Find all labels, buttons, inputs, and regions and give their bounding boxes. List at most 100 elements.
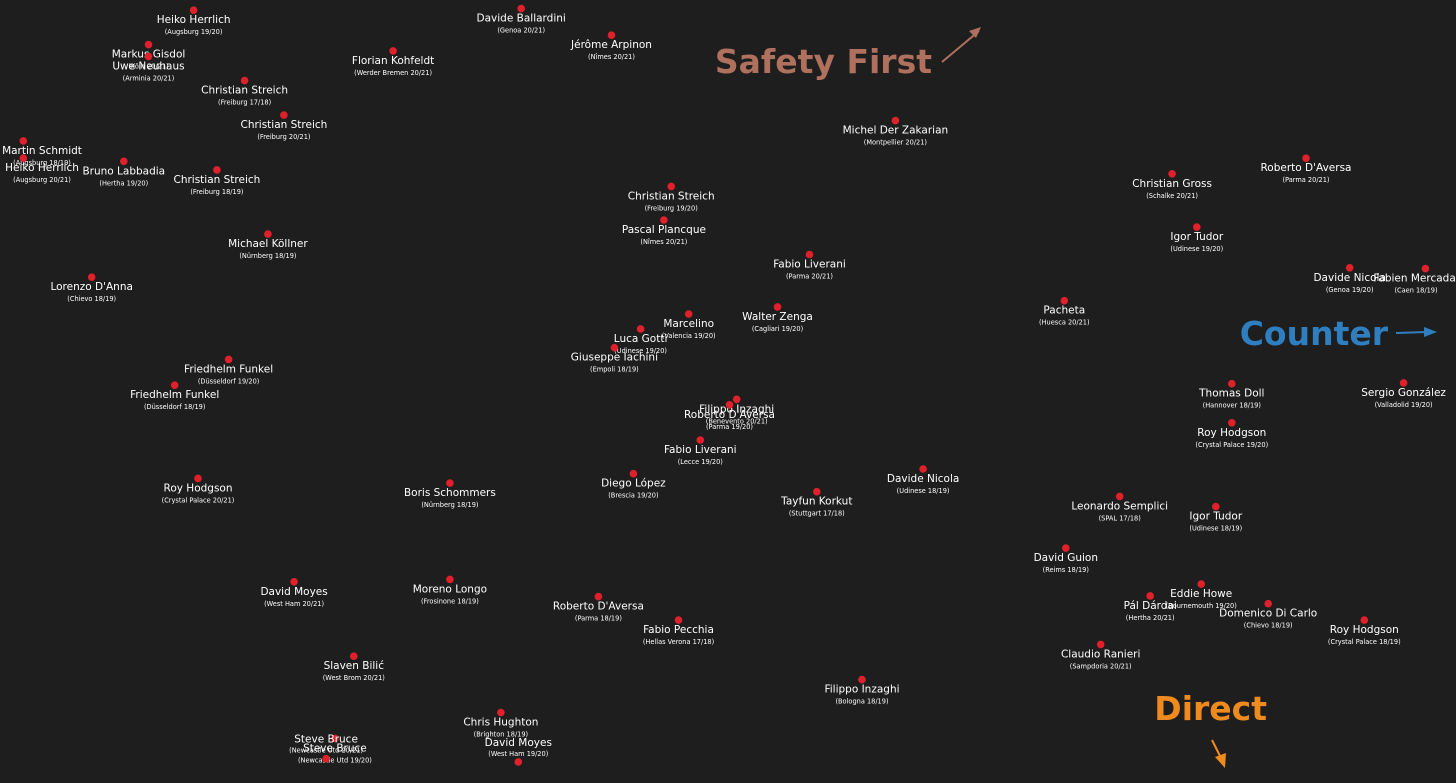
data-point	[87, 273, 96, 282]
club-season-label: (Köln 20/21)	[128, 63, 168, 71]
club-season-label: (Valladolid 19/20)	[1375, 401, 1433, 409]
coach-name-label: Lorenzo D'Anna	[50, 281, 132, 293]
direct-label: Direct	[1154, 689, 1267, 728]
data-point	[1168, 170, 1176, 178]
data-point-group: Fabio Liverani (Parma 20/21)	[773, 250, 846, 281]
direct-annotation: Direct	[1154, 689, 1267, 768]
data-point	[446, 479, 454, 487]
data-point	[1228, 419, 1236, 427]
data-point	[264, 230, 272, 238]
data-point-group: Moreno Longo (Frosinone 18/19)	[413, 575, 487, 605]
coach-name-label: Chris Hughton	[463, 717, 538, 729]
coach-name-label: Tayfun Korkut	[780, 496, 852, 508]
club-season-label: (Nürnberg 18/19)	[421, 501, 478, 509]
data-point	[497, 708, 505, 717]
data-point	[919, 465, 927, 473]
data-point	[610, 343, 619, 352]
data-point-group: Walter Zenga (Cagliari 19/20)	[742, 303, 813, 333]
coach-name-label: Fabien Mercadal	[1373, 273, 1456, 285]
data-point	[696, 436, 705, 444]
club-season-label: (Chievo 18/19)	[67, 295, 116, 303]
coach-name-label: Fabio Liverani	[773, 259, 846, 271]
coach-name-label: Roy Hodgson	[1197, 427, 1266, 439]
club-season-label: (Bologna 18/19)	[835, 698, 888, 706]
data-point	[240, 76, 249, 85]
data-point	[636, 325, 645, 333]
coach-name-label: Filippo Inzaghi	[699, 403, 774, 415]
coach-name-label: Steve Bruce	[303, 742, 367, 754]
data-point	[1146, 592, 1154, 600]
club-season-label: (Brighton 18/19)	[474, 731, 528, 739]
coach-name-label: Christian Streich	[240, 119, 327, 131]
coach-name-label: David Moyes	[260, 586, 327, 598]
data-point-group: Fabio Pecchia (Hellas Verona 17/18)	[643, 616, 714, 646]
data-point	[1421, 264, 1430, 273]
club-season-label: (Augsburg 19/20)	[165, 28, 223, 36]
club-season-label: (Hannover 18/19)	[1203, 402, 1261, 410]
data-point-group: Pascal Plancque (Nîmes 20/21)	[622, 216, 706, 246]
club-season-label: (Crystal Palace 20/21)	[162, 496, 235, 504]
club-season-label: (Hertha 19/20)	[99, 179, 148, 187]
data-point-group: Jérôme Arpinon (Nîmes 20/21)	[570, 31, 652, 61]
coach-name-label: Marcelino	[663, 318, 714, 330]
data-point	[144, 40, 153, 49]
data-point	[19, 154, 28, 162]
club-season-label: (Werder Bremen 20/21)	[354, 69, 432, 77]
data-point	[1345, 264, 1354, 272]
data-point-group: David Moyes(West Ham 19/20)	[485, 737, 552, 766]
club-season-label: (Caen 18/19)	[1394, 287, 1437, 295]
data-point	[144, 52, 153, 61]
data-point-group: Diego López (Brescia 19/20)	[601, 469, 666, 500]
data-point	[1264, 599, 1272, 608]
coach-name-label: Pál Dárdai	[1124, 600, 1177, 612]
data-point	[674, 616, 683, 624]
coach-name-label: Heiko Herrlich	[5, 162, 79, 174]
coach-name-label: Christian Streich	[173, 174, 260, 186]
data-point-group: Roy Hodgson (Crystal Palace 18/19)	[1328, 616, 1401, 646]
data-point-group: Steve Bruce(Newcastle Utd 20/21)	[289, 734, 363, 763]
data-point-group: Chris Hughton (Brighton 18/19)	[463, 708, 538, 739]
club-season-label: (Augsburg 20/21)	[13, 176, 71, 184]
data-point-group: Luca Gotti (Udinese 19/20)	[614, 325, 668, 355]
coach-name-label: Roy Hodgson	[1330, 624, 1399, 636]
club-season-label: (Düsseldorf 19/20)	[198, 377, 260, 385]
coach-name-label: Christian Streich	[628, 190, 715, 202]
club-season-label: (Newcastle Utd 19/20)	[298, 756, 372, 764]
data-point-group: Michel Der Zakarian (Montpellier 20/21)	[843, 116, 948, 147]
data-point	[732, 395, 741, 404]
coach-name-label: Luca Gotti	[614, 333, 668, 345]
club-season-label: (Valencia 19/20)	[662, 332, 716, 340]
data-point	[350, 652, 358, 660]
data-point-group: Fabien Mercadal (Caen 18/19)	[1373, 264, 1456, 295]
data-point	[446, 575, 454, 584]
club-season-label: (Hellas Verona 17/18)	[643, 638, 714, 646]
coach-name-label: Florian Kohfeldt	[352, 55, 434, 67]
coach-name-label: Roy Hodgson	[164, 482, 233, 494]
coach-name-label: Eddie Howe	[1170, 588, 1232, 600]
coach-name-label: Jérôme Arpinon	[570, 39, 652, 51]
club-season-label: (West Brom 20/21)	[323, 674, 385, 682]
data-point	[1193, 223, 1201, 231]
data-point-group: Igor Tudor (Udinese 19/20)	[1170, 223, 1224, 253]
data-point	[1302, 154, 1310, 162]
data-point-group: Roberto D'Aversa (Parma 18/19)	[553, 592, 644, 623]
coach-name-label: Davide Nicola	[1313, 272, 1385, 284]
club-season-label: (Reims 18/19)	[1043, 566, 1089, 574]
club-season-label: (Parma 19/20)	[706, 423, 753, 431]
coach-name-label: Diego López	[601, 478, 666, 490]
points-layer: Heiko Herrlich(Augsburg 19/20)Markus Gis…	[2, 4, 1456, 766]
data-point	[858, 675, 866, 684]
coach-name-label: David Moyes	[485, 737, 552, 749]
data-point	[629, 469, 638, 478]
club-season-label: (Crystal Palace 19/20)	[1195, 441, 1268, 449]
data-point	[1115, 492, 1124, 501]
coach-name-label: Igor Tudor	[1170, 231, 1223, 243]
club-season-label: (Brescia 19/20)	[608, 492, 658, 500]
club-season-label: (Stuttgart 17/18)	[789, 510, 845, 518]
coach-name-label: Roberto D'Aversa	[1260, 162, 1351, 174]
coach-name-label: Claudio Ranieri	[1061, 648, 1140, 660]
data-point	[120, 157, 128, 166]
club-season-label: (Frosinone 18/19)	[421, 597, 479, 605]
data-point-group: David Moyes (West Ham 20/21)	[260, 578, 328, 608]
